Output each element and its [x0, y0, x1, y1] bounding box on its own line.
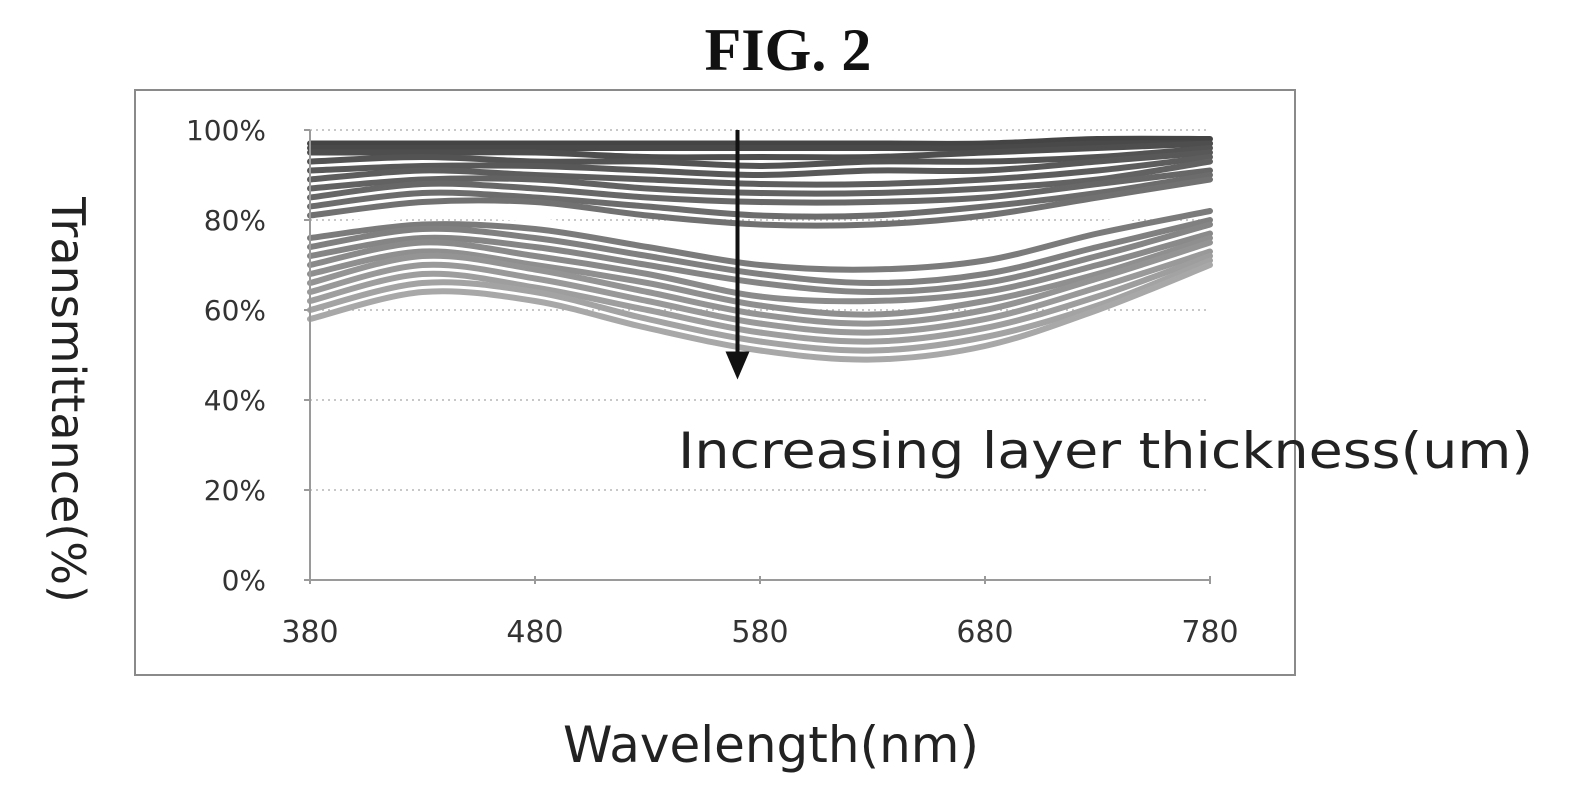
x-tick-label: 580 [731, 615, 788, 650]
series-line [307, 154, 1213, 188]
y-tick-label: 0% [222, 564, 266, 597]
series-line [307, 140, 1213, 161]
series-line [307, 235, 1213, 318]
series-line [307, 140, 1213, 152]
arrow-head [725, 351, 750, 380]
series-line [307, 176, 1213, 229]
series-line [307, 230, 1213, 305]
x-tick-label: 480 [506, 615, 563, 650]
series-line [307, 262, 1213, 363]
axes [304, 129, 1211, 584]
x-tick-label: 380 [281, 615, 338, 650]
y-tick-label: 100% [186, 114, 266, 147]
y-tick-label: 20% [204, 474, 266, 507]
series-line [307, 149, 1213, 179]
curves [307, 135, 1213, 363]
y-tick-label: 40% [204, 384, 266, 417]
y-tick-labels: 0% 20% 40% 60% 80% 100% [186, 114, 266, 597]
x-tick-label: 780 [1181, 615, 1238, 650]
x-tick-label: 680 [956, 615, 1013, 650]
series-line [307, 217, 1213, 287]
x-axis-label: Wavelength(nm) [563, 716, 979, 774]
y-tick-label: 80% [204, 204, 266, 237]
figure-title: FIG. 2 [705, 17, 872, 83]
y-axis-label: Transmittance(%) [41, 196, 95, 603]
series-line [307, 167, 1213, 206]
series-line [307, 257, 1213, 354]
series-line [307, 239, 1213, 327]
series-line [307, 208, 1213, 273]
series-line [307, 199, 1213, 259]
series-line [307, 145, 1213, 170]
series-line [307, 221, 1213, 296]
series-line [307, 253, 1213, 345]
series-line [307, 158, 1213, 197]
x-tick-labels: 380 480 580 680 780 [281, 615, 1238, 650]
series-line [307, 172, 1213, 220]
annotation-text: Increasing layer thickness(um) [678, 422, 1533, 480]
y-tick-label: 60% [204, 294, 266, 327]
series-line [307, 135, 1213, 147]
gridlines [310, 129, 1210, 491]
series-line [307, 248, 1213, 336]
annotation-arrow [725, 130, 750, 380]
